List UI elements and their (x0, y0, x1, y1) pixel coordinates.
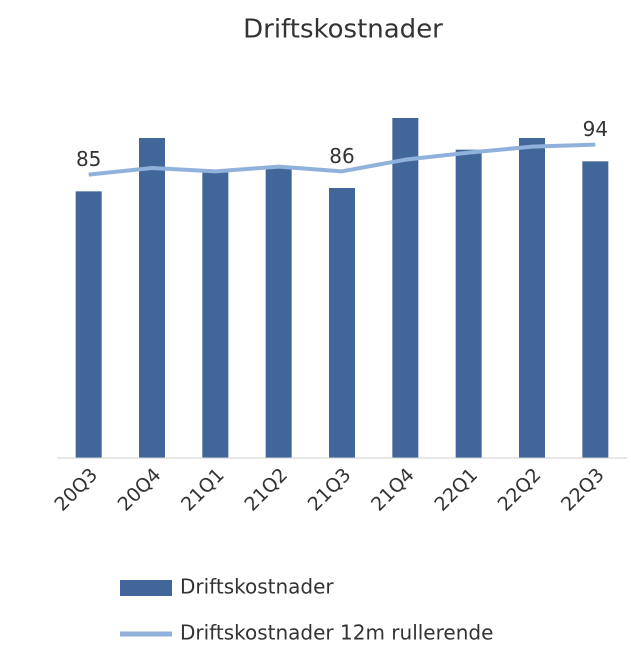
x-tick-label: 22Q1 (430, 464, 482, 516)
legend-label: Driftskostnader (180, 575, 334, 599)
x-tick-label: 21Q4 (367, 464, 419, 516)
bar (582, 161, 609, 459)
x-tick-label: 20Q4 (114, 464, 166, 516)
line (88, 142, 596, 177)
x-tick-label: 21Q2 (240, 464, 292, 516)
x-tick-label: 21Q3 (304, 464, 356, 516)
x-tick-label: 22Q3 (557, 464, 609, 516)
legend-swatch (120, 580, 172, 596)
bar (202, 169, 229, 458)
data-label: 85 (76, 147, 101, 171)
bar (329, 188, 355, 458)
data-label: 94 (583, 117, 608, 141)
x-tick-label: 21Q1 (177, 464, 229, 516)
bar (519, 138, 545, 458)
bar (139, 138, 165, 458)
legend-label: Driftskostnader 12m rullerende (180, 621, 493, 645)
bar (75, 191, 102, 459)
chart-title: Driftskostnader (243, 15, 443, 45)
x-tick-label: 20Q3 (50, 464, 102, 516)
data-label: 86 (329, 144, 354, 168)
bar (265, 168, 292, 458)
bar (392, 118, 419, 458)
x-tick-label: 22Q2 (494, 464, 546, 516)
bar (455, 149, 482, 458)
